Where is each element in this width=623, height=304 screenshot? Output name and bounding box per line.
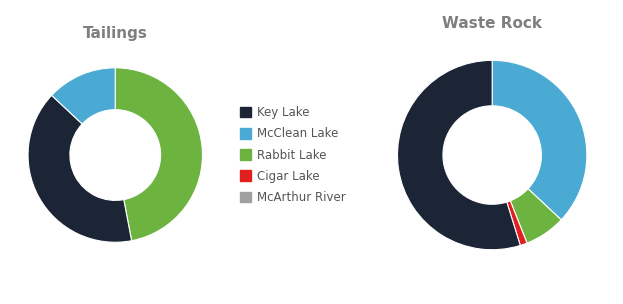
- Wedge shape: [492, 60, 587, 220]
- Wedge shape: [52, 68, 115, 124]
- Wedge shape: [510, 189, 561, 243]
- Title: Tailings: Tailings: [83, 26, 148, 41]
- Wedge shape: [397, 60, 520, 250]
- Wedge shape: [506, 201, 527, 245]
- Legend: Key Lake, McClean Lake, Rabbit Lake, Cigar Lake, McArthur River: Key Lake, McClean Lake, Rabbit Lake, Cig…: [236, 102, 350, 208]
- Wedge shape: [115, 68, 202, 241]
- Wedge shape: [28, 95, 131, 242]
- Title: Waste Rock: Waste Rock: [442, 16, 542, 31]
